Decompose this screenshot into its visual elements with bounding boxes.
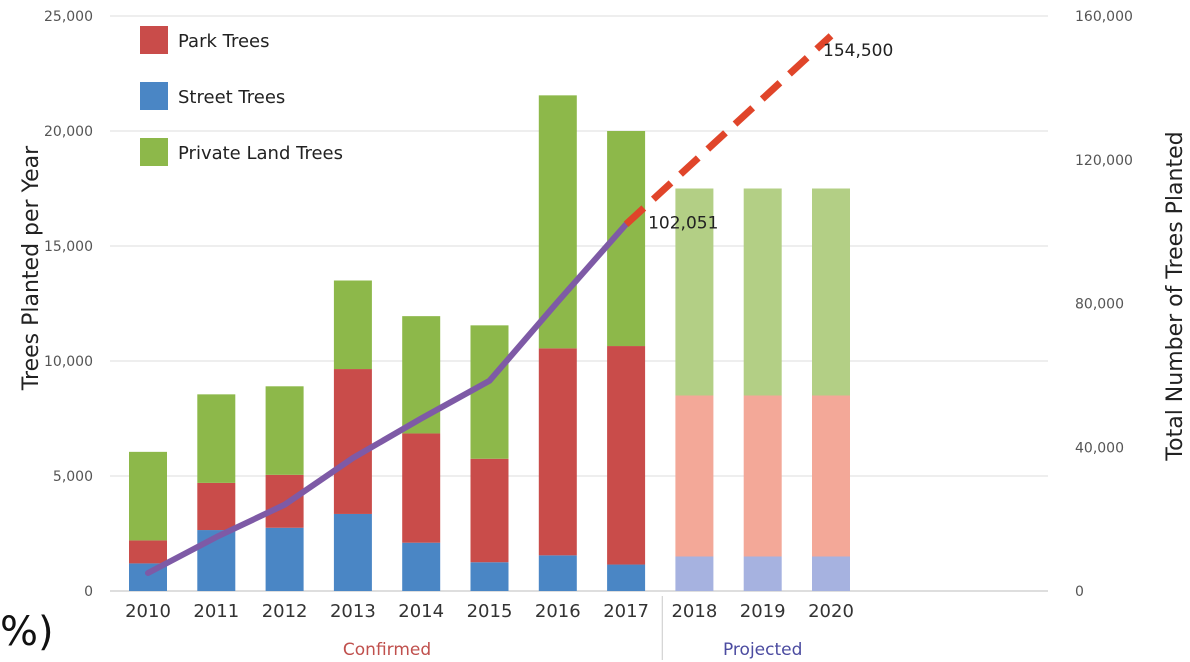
y-left-tick-label: 25,000	[44, 9, 93, 25]
y-right-tick-label: 80,000	[1075, 297, 1124, 313]
x-tick-label: 2013	[330, 601, 376, 622]
bar-segment	[470, 562, 509, 591]
y-right-tick-label: 120,000	[1075, 153, 1133, 169]
x-tick-label: 2020	[808, 601, 854, 622]
bar-segment	[197, 394, 236, 483]
bar-segment	[607, 564, 646, 591]
x-tick-label: 2012	[262, 601, 308, 622]
x-tick-label: 2011	[193, 601, 239, 622]
x-tick-label: 2017	[603, 601, 649, 622]
legend: Park Trees Street Trees Private Land Trees	[140, 26, 343, 166]
cumulative-lines: 102,051 154,500	[145, 33, 893, 577]
bar-segment	[675, 395, 714, 557]
bar-segment	[675, 556, 714, 591]
bar-segment	[538, 348, 577, 556]
y-left-tick-label: 15,000	[44, 239, 93, 255]
bar-segment	[743, 556, 782, 591]
bar-segment	[402, 433, 441, 543]
group-label-confirmed: Confirmed	[343, 640, 431, 660]
y-left-tick-label: 10,000	[44, 354, 93, 370]
bar-segment	[470, 325, 509, 459]
legend-swatch	[140, 82, 168, 110]
bar-segment	[812, 395, 850, 557]
bar-segment	[538, 95, 577, 349]
bar-segment	[812, 188, 850, 396]
annotation-2020-total: 154,500	[823, 41, 893, 61]
bar-segment	[402, 542, 441, 591]
bar-segment	[743, 188, 782, 396]
clipped-text-fragment: %)	[0, 609, 54, 655]
y-right-tick-label: 0	[1075, 584, 1084, 600]
y-left-axis-title: Trees Planted per Year	[19, 145, 44, 391]
bar-segment	[333, 280, 372, 370]
x-tick-label: 2018	[671, 601, 717, 622]
bar-segment	[129, 451, 167, 541]
bar-segment	[333, 513, 372, 591]
bar-segment	[675, 188, 714, 396]
x-tick-label: 2019	[740, 601, 786, 622]
legend-swatch	[140, 138, 168, 166]
legend-swatch	[140, 26, 168, 54]
cumulative-projected-line	[623, 33, 834, 227]
x-tick-label: 2010	[125, 601, 171, 622]
bar-segment	[265, 386, 304, 475]
axes: 0 5,000 10,000 15,000 20,000 25,000 0 40,000 80,…	[19, 9, 1188, 660]
bar-segment	[265, 527, 304, 591]
y-right-tick-label: 40,000	[1075, 440, 1124, 456]
bar-segment	[743, 395, 782, 557]
legend-label: Private Land Trees	[178, 143, 343, 164]
x-tick-label: 2016	[535, 601, 581, 622]
bar-segment	[607, 346, 646, 565]
group-label-projected: Projected	[723, 640, 802, 660]
bar-segment	[197, 482, 236, 531]
bar-segment	[812, 556, 850, 591]
legend-label: Street Trees	[178, 87, 285, 108]
cumulative-confirmed-line	[145, 221, 630, 577]
x-tick-label: 2014	[398, 601, 444, 622]
bar-stacks	[129, 95, 850, 591]
bar-segment	[538, 555, 577, 591]
legend-label: Park Trees	[178, 31, 270, 52]
bar-segment	[470, 458, 509, 563]
bar-segment	[333, 369, 372, 514]
y-left-tick-label: 0	[84, 584, 93, 600]
y-left-tick-label: 20,000	[44, 124, 93, 140]
y-left-tick-label: 5,000	[53, 469, 93, 485]
annotation-2017-total: 102,051	[648, 213, 718, 233]
x-tick-label: 2015	[467, 601, 513, 622]
y-right-axis-title: Total Number of Trees Planted	[1163, 131, 1188, 461]
bar-segment	[129, 540, 167, 564]
y-right-tick-label: 160,000	[1075, 9, 1133, 25]
